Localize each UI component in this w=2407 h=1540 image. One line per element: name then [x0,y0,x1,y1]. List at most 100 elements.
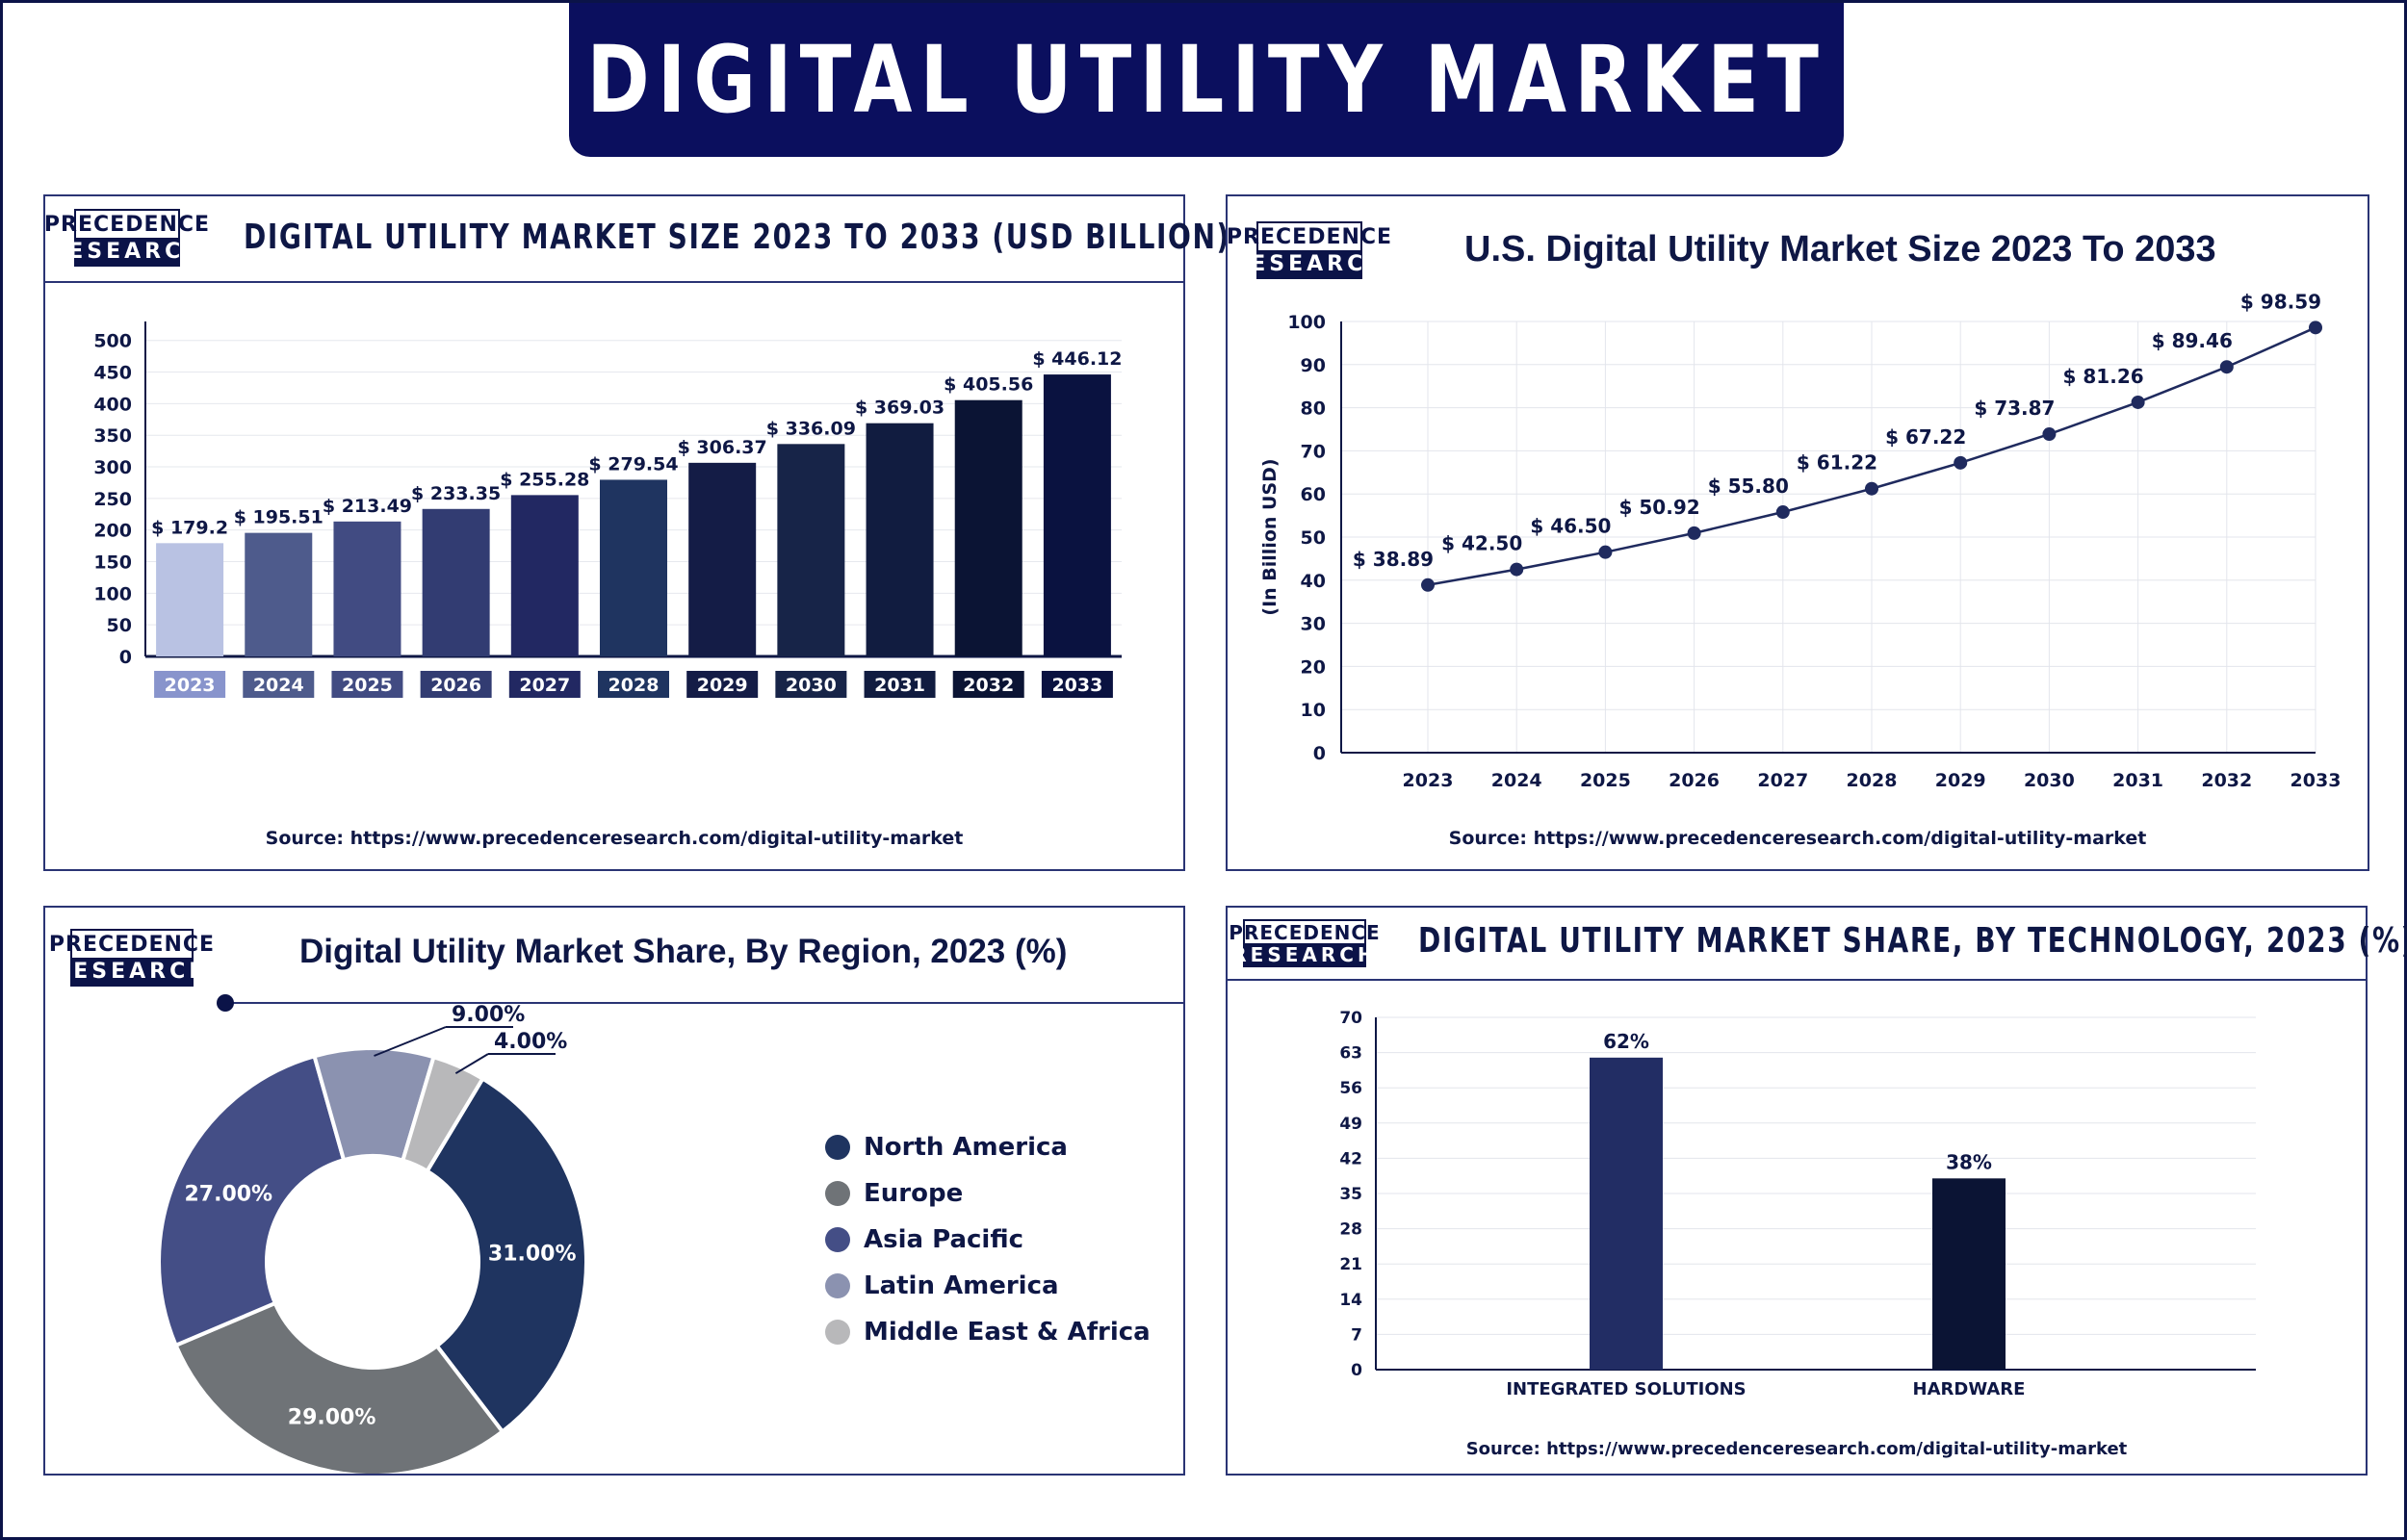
bar [777,444,845,656]
x-tick-label: 2027 [519,675,570,696]
bar [510,495,579,656]
x-tick-box [331,671,403,698]
y-tick-label: 40 [1301,571,1326,592]
data-label: 62% [1603,1030,1649,1053]
y-tick-label: 60 [1301,484,1326,505]
data-label: $ 306.37 [678,437,767,458]
x-tick-label: 2026 [1669,770,1720,791]
y-tick-label: 100 [93,583,132,604]
data-point [2219,360,2234,374]
x-tick-box [598,671,669,698]
x-tick-box [508,671,581,698]
us-market-source: Source: https://www.precedenceresearch.c… [1448,828,2147,849]
y-tick-label: 70 [1339,1009,1362,1028]
y-tick-label: 21 [1339,1255,1362,1274]
x-tick-label: 2024 [1491,770,1542,791]
data-label: $ 73.87 [1974,397,2055,420]
data-label: $ 55.80 [1708,475,1789,498]
bar [1043,374,1111,656]
precedence-logo: PRECEDENCE RESEARCH [44,209,209,267]
us-market-panel: PRECEDENCE RESEARCH U.S. Digital Utility… [1226,194,2369,871]
tech-share-title: DIGITAL UTILITY MARKET SHARE, BY TECHNOL… [1418,921,2407,961]
region-header-dot [217,994,234,1012]
y-axis-label: (In Billion USD) [1259,458,1281,615]
leader-line [454,1053,489,1075]
y-tick-label: 14 [1339,1291,1362,1310]
legend-swatch [825,1135,850,1160]
y-tick-label: 56 [1339,1079,1362,1098]
tech-share-source: Source: https://www.precedenceresearch.c… [1465,1439,2128,1459]
data-point [1421,578,1435,592]
x-tick-label: 2031 [2112,770,2163,791]
region-share-panel: PRECEDENCE RESEARCH Digital Utility Mark… [43,906,1185,1476]
x-tick-label: 2025 [1580,770,1631,791]
bar [245,532,313,656]
leader-line [374,1026,447,1057]
market-size-title: DIGITAL UTILITY MARKET SIZE 2023 TO 2033… [244,218,1230,257]
legend-item-north-america: North America [825,1124,1151,1170]
y-tick-label: 50 [107,615,132,636]
y-tick-label: 400 [93,394,132,415]
bar [333,521,401,656]
data-label: $ 179.2 [151,517,228,538]
y-tick-label: 300 [93,457,132,478]
y-tick-label: 0 [119,647,132,668]
y-tick-label: 7 [1351,1325,1362,1345]
slice-label: 29.00% [288,1405,376,1429]
data-label: $ 213.49 [323,496,412,517]
region-share-title: Digital Utility Market Share, By Region,… [299,933,1068,970]
x-tick-label: 2032 [963,675,1014,696]
legend-item-mea: Middle East & Africa [825,1309,1151,1355]
y-tick-label: 500 [93,331,132,352]
y-tick-label: 150 [93,552,132,574]
legend-swatch [825,1273,850,1298]
us-market-title: U.S. Digital Utility Market Size 2023 To… [1464,229,2216,270]
precedence-logo: PRECEDENCE RESEARCH [1227,221,1391,279]
data-label: $ 61.22 [1797,451,1877,475]
legend-swatch [825,1227,850,1252]
data-point [1687,526,1701,540]
data-label: $ 98.59 [2240,293,2321,313]
data-label: $ 233.35 [411,483,501,504]
y-tick-label: 90 [1301,355,1326,376]
x-tick-label: 2029 [697,675,748,696]
legend-swatch [825,1320,850,1345]
x-tick-label: 2031 [874,675,925,696]
tech-share-header: PRECEDENCE RESEARCH DIGITAL UTILITY MARK… [1228,908,2407,981]
y-tick-label: 42 [1339,1149,1362,1168]
data-label: $ 89.46 [2152,329,2233,352]
x-tick-box [243,671,315,698]
x-tick-label: HARDWARE [1913,1379,2026,1399]
bar [1932,1178,2006,1370]
data-label: $ 255.28 [500,469,589,490]
data-label: $ 405.56 [944,374,1033,396]
y-tick-label: 20 [1301,656,1326,678]
bar [954,399,1022,656]
data-label: $ 195.51 [234,507,324,528]
x-tick-label: 2024 [253,675,304,696]
x-tick-label: INTEGRATED SOLUTIONS [1506,1379,1746,1399]
x-tick-label: 2023 [165,675,216,696]
y-tick-label: 70 [1301,441,1326,462]
bar [1590,1057,1663,1370]
x-tick-label: 2033 [1051,675,1102,696]
slice-label: 9.00% [452,1004,525,1027]
y-tick-label: 50 [1301,527,1326,549]
x-tick-box [775,671,847,698]
y-tick-label: 28 [1339,1220,1362,1240]
y-tick-label: 80 [1301,398,1326,420]
bar [600,479,667,656]
x-tick-label: 2030 [786,675,837,696]
market-size-source: Source: https://www.precedenceresearch.c… [265,828,964,849]
donut-slice [400,1054,486,1174]
data-label: $ 50.92 [1619,496,1700,519]
region-donut-chart: 31.00% 29.00% 27.00% 9.00% 4.00% [157,1004,588,1474]
data-label: $ 446.12 [1032,348,1122,370]
data-point [1775,505,1790,520]
precedence-logo: PRECEDENCE RESEARCH [49,929,214,987]
data-point [2131,395,2145,409]
tech-share-chart: 0 7 14 21 28 35 42 49 56 63 70 62% INTEGRATED SOLUTI… [1339,1009,2256,1399]
data-point [1954,455,1968,470]
y-tick-label: 450 [93,363,132,384]
